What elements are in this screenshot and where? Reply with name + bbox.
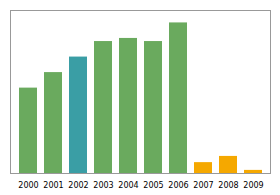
svg-text:2000: 2000	[18, 181, 38, 190]
svg-text:2006: 2006	[168, 181, 188, 190]
svg-text:2003: 2003	[93, 181, 113, 190]
svg-text:2007: 2007	[193, 181, 213, 190]
svg-text:2004: 2004	[118, 181, 138, 190]
svg-text:2005: 2005	[143, 181, 163, 190]
svg-text:2009: 2009	[243, 181, 263, 190]
svg-text:2008: 2008	[218, 181, 238, 190]
svg-text:2002: 2002	[68, 181, 88, 190]
svg-text:2001: 2001	[43, 181, 63, 190]
